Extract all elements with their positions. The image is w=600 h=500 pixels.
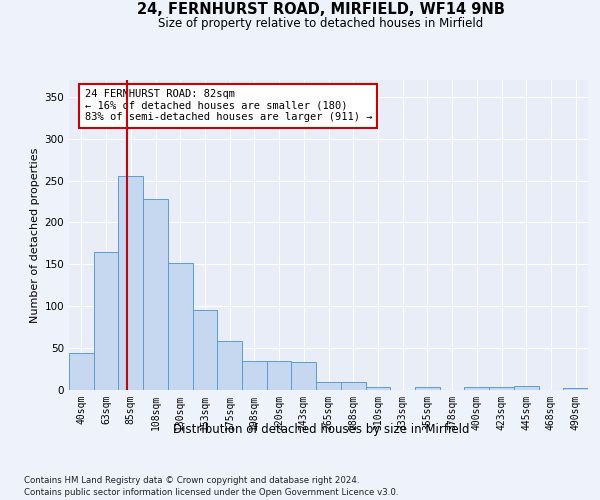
Text: Distribution of detached houses by size in Mirfield: Distribution of detached houses by size …: [173, 422, 469, 436]
Bar: [489, 386, 514, 390]
Bar: [292, 362, 316, 390]
Bar: [193, 310, 217, 390]
Bar: [168, 262, 193, 390]
Bar: [341, 382, 365, 390]
Bar: [69, 353, 94, 390]
Text: Size of property relative to detached houses in Mirfield: Size of property relative to detached ho…: [158, 18, 484, 30]
Text: Contains HM Land Registry data © Crown copyright and database right 2024.: Contains HM Land Registry data © Crown c…: [24, 476, 359, 485]
Bar: [217, 340, 242, 390]
Text: 24 FERNHURST ROAD: 82sqm
← 16% of detached houses are smaller (180)
83% of semi-: 24 FERNHURST ROAD: 82sqm ← 16% of detach…: [85, 90, 372, 122]
Bar: [118, 176, 143, 390]
Text: 24, FERNHURST ROAD, MIRFIELD, WF14 9NB: 24, FERNHURST ROAD, MIRFIELD, WF14 9NB: [137, 2, 505, 18]
Bar: [94, 252, 118, 390]
Bar: [267, 360, 292, 390]
Bar: [563, 388, 588, 390]
Bar: [365, 386, 390, 390]
Bar: [464, 388, 489, 390]
Bar: [143, 199, 168, 390]
Text: Contains public sector information licensed under the Open Government Licence v3: Contains public sector information licen…: [24, 488, 398, 497]
Bar: [316, 382, 341, 390]
Bar: [514, 386, 539, 390]
Y-axis label: Number of detached properties: Number of detached properties: [30, 148, 40, 322]
Bar: [242, 360, 267, 390]
Bar: [415, 388, 440, 390]
